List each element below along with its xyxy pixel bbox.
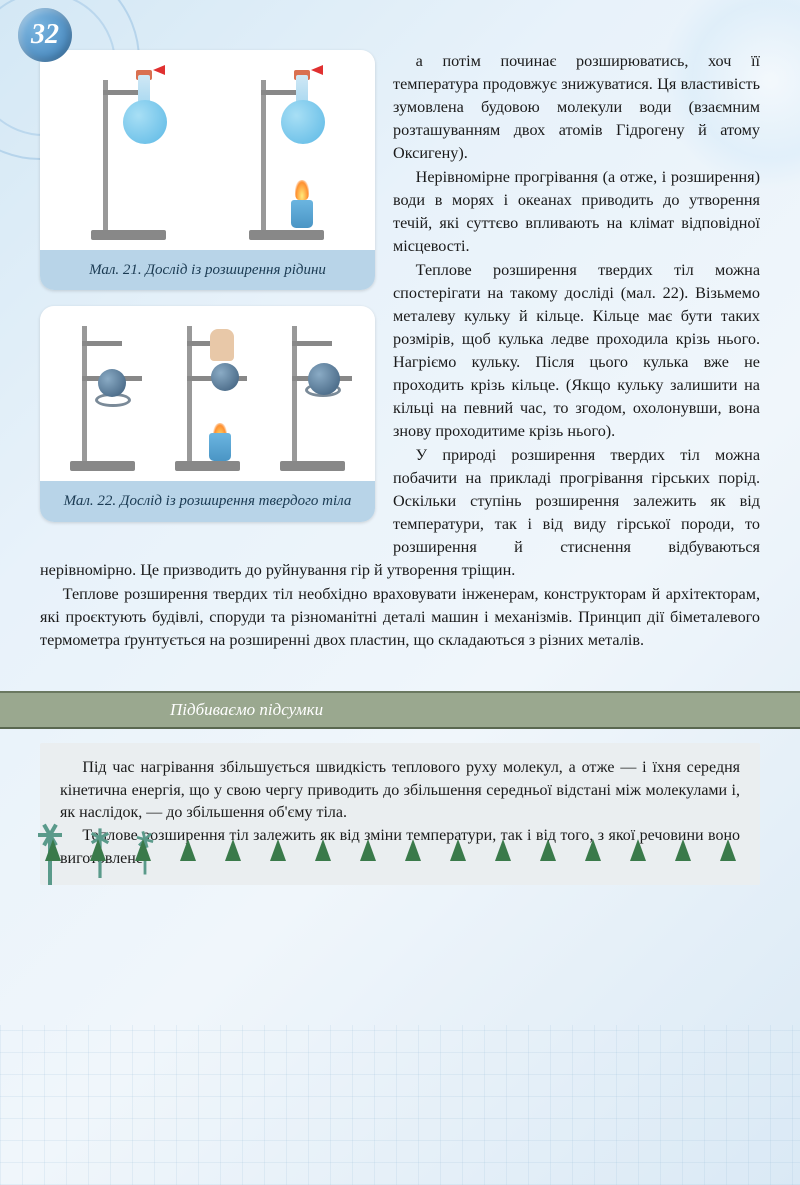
ring-stand-1 bbox=[60, 321, 145, 471]
summary-paragraph-1: Під час нагрівання збільшується швидкіст… bbox=[60, 757, 740, 825]
figure-21-caption: Мал. 21. Дослід із розширення рідини bbox=[40, 250, 375, 290]
summary-box: Під час нагрівання збільшується швидкіст… bbox=[40, 743, 760, 885]
ring-stand-3 bbox=[270, 321, 355, 471]
page-content: Мал. 21. Дослід із розширення рідини а п… bbox=[0, 0, 800, 673]
summary-paragraph-2: Теплове розширення тіл залежить як від з… bbox=[60, 825, 740, 870]
figure-22-image bbox=[40, 306, 375, 481]
figure-21-image bbox=[40, 50, 375, 250]
page-number: 32 bbox=[18, 8, 72, 62]
figure-22: Мал. 22. Дослід із розширення твердого т… bbox=[40, 306, 375, 521]
paragraph-5: Теплове розширення твердих тіл необхідно… bbox=[40, 583, 760, 652]
figure-21: Мал. 21. Дослід із розширення рідини bbox=[40, 50, 375, 290]
bg-grid-decoration bbox=[0, 1025, 800, 1185]
section-title: Підбиваємо підсумки bbox=[0, 691, 800, 729]
ring-stand-2 bbox=[165, 321, 250, 471]
section-header: Підбиваємо підсумки bbox=[0, 691, 800, 729]
flask-stand-right bbox=[239, 70, 334, 240]
flask-stand-left bbox=[81, 70, 176, 240]
figure-22-caption: Мал. 22. Дослід із розширення твердого т… bbox=[40, 481, 375, 521]
